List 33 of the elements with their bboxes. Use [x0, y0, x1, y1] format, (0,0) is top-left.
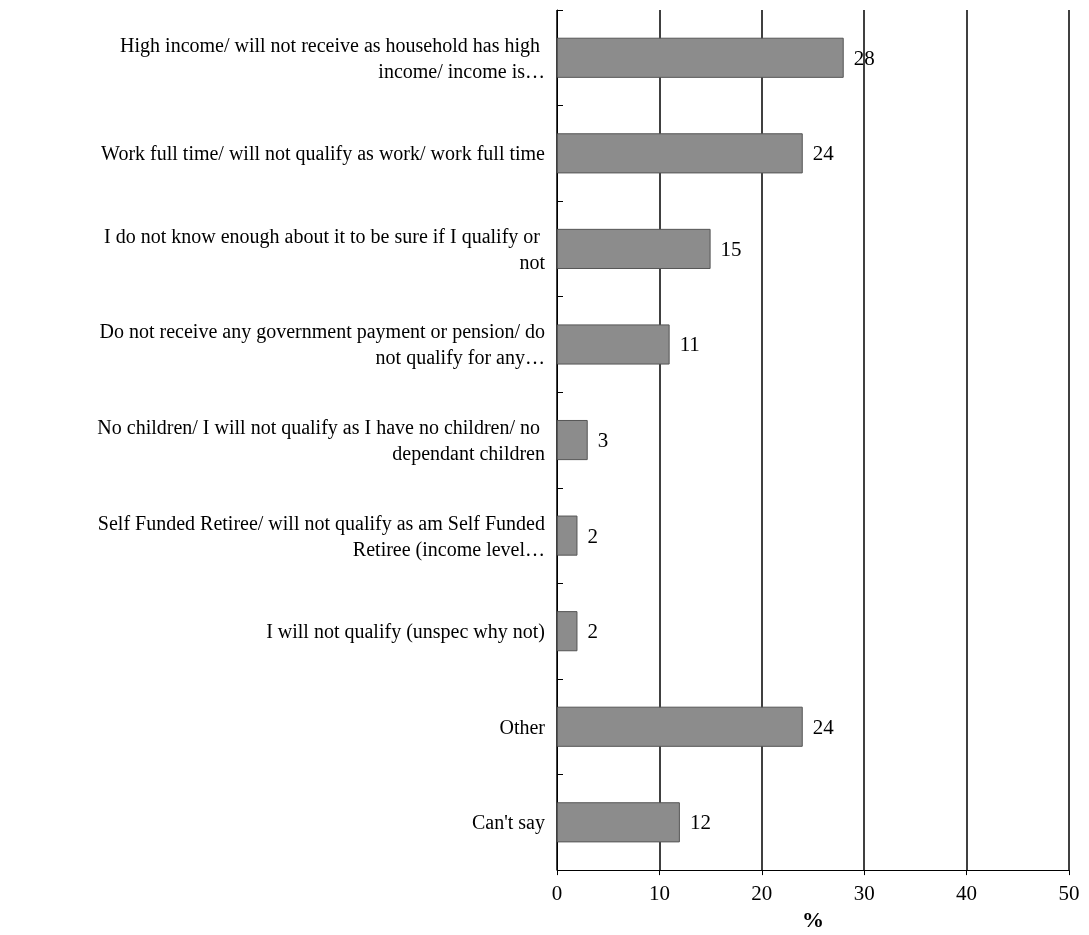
data-label: 24	[812, 714, 835, 739]
x-tick-label: 50	[1058, 880, 1080, 905]
x-tick-label: 10	[648, 880, 670, 905]
y-tick-label: I will not qualify (unspec why not)	[266, 620, 545, 644]
bar	[557, 611, 578, 652]
bar	[557, 133, 803, 174]
y-tick-label: Work full time/ will not qualify as work/ work full time	[101, 142, 546, 166]
bar	[557, 515, 578, 556]
bar	[557, 802, 680, 843]
bar	[557, 324, 670, 365]
y-tick-label: Self Funded Retiree/ will not qualify as am Self Funded Retiree (income level…	[97, 511, 545, 561]
data-label: 2	[587, 619, 598, 644]
x-tick-label: 30	[853, 880, 875, 905]
y-tick-label: Other	[499, 715, 546, 738]
x-tick-label: 20	[751, 880, 773, 905]
y-tick-label: I do not know enough about it to be sure if I qualify or not	[103, 224, 546, 273]
bar	[557, 706, 803, 747]
x-tick-label: 0	[551, 880, 563, 905]
data-label: 15	[720, 236, 742, 261]
data-label: 24	[812, 141, 835, 166]
bar	[557, 37, 844, 78]
data-label: 12	[689, 810, 711, 835]
x-tick-label: 40	[956, 880, 978, 905]
data-label: 3	[597, 428, 609, 453]
y-tick-label: Can't say	[471, 811, 545, 835]
data-label: 11	[679, 332, 700, 357]
y-tick-label: Do not receive any government payment or pension/ do not qualify for any…	[99, 320, 545, 370]
y-tick-label: High income/ will not receive as household has high income/ income is…	[120, 33, 545, 82]
bar	[557, 419, 588, 461]
x-axis-title: %	[802, 906, 824, 932]
data-label: 2	[587, 523, 598, 548]
bar	[557, 228, 711, 269]
y-tick-label: No children/ I will not qualify as I have no children/ no dependant children	[97, 416, 545, 466]
